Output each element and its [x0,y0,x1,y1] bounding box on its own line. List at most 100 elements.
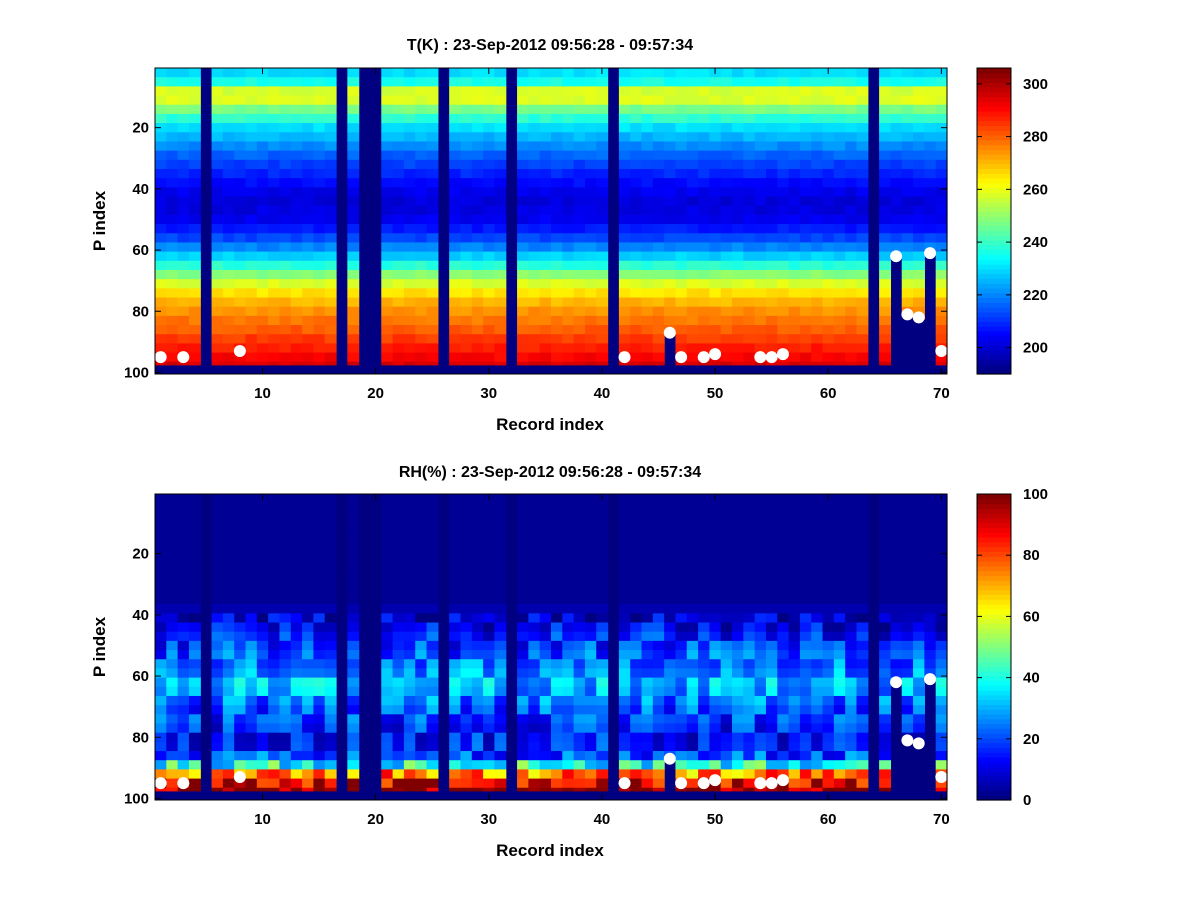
humidity-heatmap-cell [290,668,303,679]
temperature-heatmap-cell [245,224,258,234]
humidity-heatmap-cell [845,549,858,559]
temperature-heatmap-cell [675,95,688,106]
humidity-heatmap-cell [177,567,190,578]
humidity-heatmap-cell [754,631,767,642]
humidity-heatmap-cell [381,594,394,605]
temperature-heatmap-cell [460,113,473,124]
temperature-heatmap-cell [743,196,756,207]
temperature-heatmap-cell [460,288,473,299]
temperature-heatmap-cell [822,297,835,308]
humidity-heatmap-cell [811,530,824,541]
humidity-heatmap-cell [449,732,462,743]
humidity-heatmap-cell [471,732,484,743]
temperature-heatmap-cell [177,123,190,133]
temperature-heatmap-cell [845,251,858,262]
humidity-heatmap-cell [494,604,507,614]
humidity-heatmap-cell [720,521,733,532]
temperature-heatmap-cell [913,242,925,253]
humidity-heatmap-cell [901,539,914,550]
humidity-heatmap-cell [211,503,224,513]
temperature-heatmap-cell [618,86,631,97]
temperature-heatmap-cell [596,150,609,161]
humidity-colorbar-segment [977,632,1011,639]
humidity-heatmap-cell [879,650,892,660]
humidity-heatmap-cell [765,668,778,679]
humidity-heatmap-cell [913,539,925,550]
temperature-heatmap-cell [211,288,224,299]
temperature-heatmap-cell [584,251,597,262]
humidity-heatmap-cell [302,640,314,651]
humidity-heatmap-cell [698,622,710,633]
humidity-heatmap-cell [222,760,235,770]
temperature-heatmap-cell [562,352,575,363]
humidity-heatmap-cell [166,751,179,761]
humidity-heatmap-cell [256,613,269,624]
humidity-heatmap-cell [324,778,337,789]
humidity-heatmap-cell [449,640,462,651]
humidity-heatmap-cell [641,668,654,679]
humidity-heatmap-cell [709,503,722,513]
temperature-heatmap-cell [856,361,869,366]
temperature-heatmap-cell [799,168,812,179]
temperature-heatmap-cell [347,196,360,207]
temperature-heatmap-cell [539,224,552,234]
temperature-heatmap-cell [347,361,360,366]
temperature-heatmap-cell [290,68,303,78]
temperature-heatmap-cell [732,288,744,299]
temperature-heatmap-cell [856,178,869,188]
humidity-heatmap-cell [268,778,281,789]
humidity-heatmap-cell [188,576,201,587]
temperature-heatmap-cell [709,86,722,97]
humidity-heatmap-cell [313,787,326,792]
temperature-heatmap-cell [652,352,665,363]
temperature-heatmap-cell [879,150,892,161]
humidity-heatmap-cell [155,686,167,697]
humidity-heatmap-cell [313,558,326,569]
temperature-heatmap-cell [460,343,473,354]
humidity-heatmap-cell [403,695,416,706]
temperature-heatmap-cell [302,269,314,280]
humidity-heatmap-cell [188,787,201,792]
temperature-heatmap-cell [551,95,563,106]
humidity-heatmap-cell [324,622,337,633]
humidity-heatmap-cell [234,751,247,761]
humidity-heatmap-cell [460,631,473,642]
temperature-heatmap-cell [833,306,846,317]
temperature-record-column [765,68,778,366]
temperature-colorbar-segment [977,354,1011,361]
humidity-heatmap-cell [177,751,190,761]
humidity-heatmap-cell [562,558,575,569]
temperature-heatmap-cell [483,123,496,133]
humidity-heatmap-cell [539,576,552,587]
humidity-heatmap-cell [392,714,405,725]
humidity-heatmap-cell [777,668,790,679]
temperature-heatmap-cell [709,104,722,115]
temperature-heatmap-cell [279,260,292,271]
humidity-heatmap-cell [551,567,563,578]
temperature-heatmap-cell [347,242,360,253]
humidity-heatmap-cell [935,622,948,633]
temperature-heatmap-cell [324,260,337,271]
humidity-heatmap-cell [573,594,586,605]
humidity-heatmap-cell [290,787,303,792]
temperature-colorbar-segment [977,350,1011,356]
humidity-heatmap-cell [698,549,710,559]
temperature-heatmap-cell [381,141,394,152]
temperature-heatmap-cell [618,104,631,115]
temperature-heatmap-cell [551,297,563,308]
humidity-heatmap-cell [460,530,473,541]
temperature-heatmap-cell [641,334,654,344]
temperature-heatmap-cell [245,178,258,188]
temperature-colorbar-segment [977,201,1011,208]
humidity-heatmap-cell [584,686,597,697]
humidity-heatmap-cell [743,659,756,670]
humidity-heatmap-cell [856,677,869,688]
humidity-heatmap-cell [528,640,541,651]
humidity-heatmap-cell [675,604,688,614]
humidity-heatmap-cell [890,558,903,569]
temperature-heatmap-cell [754,325,767,335]
temperature-heatmap-cell [302,334,314,344]
temperature-heatmap-cell [777,260,790,271]
humidity-heatmap-cell [415,741,428,752]
temperature-heatmap-cell [539,251,552,262]
